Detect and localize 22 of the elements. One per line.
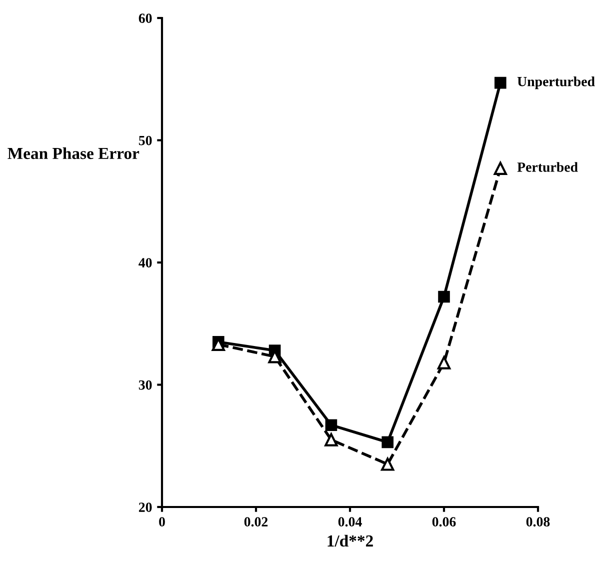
point <box>438 290 450 303</box>
point <box>381 458 394 471</box>
point <box>325 419 338 431</box>
point <box>494 162 507 175</box>
x-axis-title: 1/d**2 <box>328 534 373 547</box>
x-tick-label: 0.06 <box>432 517 456 527</box>
series-label: Perturbed <box>517 162 578 172</box>
point <box>437 356 451 370</box>
y-tick-label: 30 <box>138 380 152 390</box>
point <box>494 76 506 89</box>
point <box>382 436 394 448</box>
series-label: Unperturbed <box>517 76 595 90</box>
x-tick-label: 0.08 <box>526 517 550 527</box>
x-tick-label: 0.02 <box>244 517 268 527</box>
point <box>324 433 338 446</box>
y-tick-label: 20 <box>138 502 152 512</box>
x-tick-label: 0.04 <box>338 517 362 527</box>
y-tick-label: 40 <box>138 258 152 268</box>
y-axis-title: Mean Phase Error <box>8 147 140 160</box>
y-tick-label: 60 <box>138 14 152 23</box>
x-tick-label: 0 <box>159 517 165 526</box>
y-tick-label: 50 <box>138 136 152 146</box>
